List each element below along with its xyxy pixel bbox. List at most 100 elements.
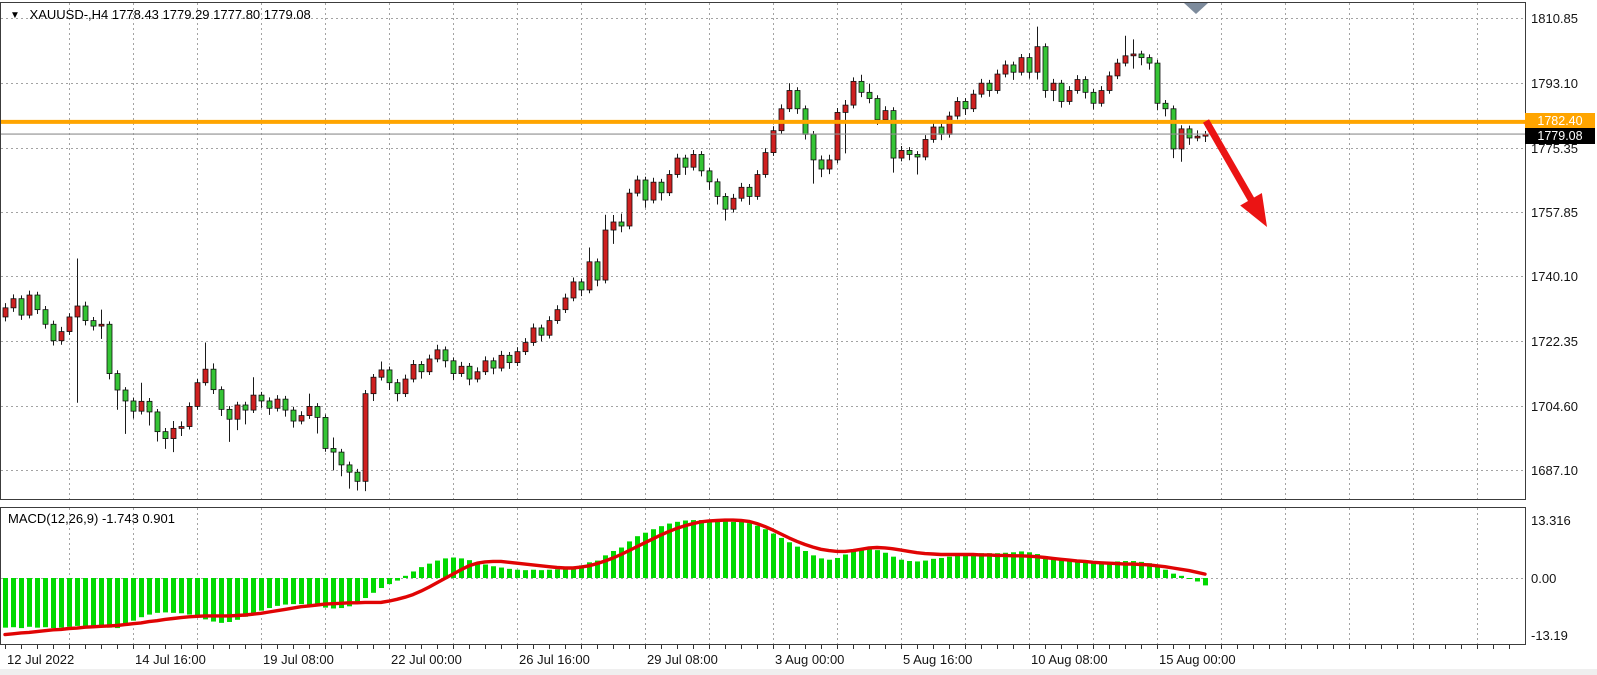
grid-layer <box>1 3 1525 644</box>
candle-body <box>354 471 361 482</box>
candle-body <box>1194 135 1201 139</box>
trend-arrow[interactable] <box>1202 119 1267 227</box>
candle-body <box>786 90 793 110</box>
macd-histogram-bar <box>315 578 320 607</box>
main-panel-border <box>0 2 1526 500</box>
macd-histogram-bar <box>987 553 992 578</box>
candle-body <box>666 174 673 194</box>
macd-histogram-bar <box>91 578 96 628</box>
macd-histogram-bar <box>595 560 600 578</box>
candle-body <box>290 409 297 422</box>
macd-histogram-bar <box>627 541 632 578</box>
macd-histogram-bar <box>963 554 968 578</box>
macd-histogram-bar <box>235 578 240 620</box>
macd-histogram-bar <box>499 567 504 578</box>
candle-body <box>842 104 849 113</box>
macd-histogram-bar <box>619 547 624 578</box>
candle-body <box>42 309 49 325</box>
macd-histogram-bar <box>523 570 528 578</box>
candle-body <box>1090 91 1097 104</box>
chart-shift-marker-icon[interactable] <box>1184 3 1208 14</box>
macd-axis-label: 0.00 <box>1531 571 1557 586</box>
macd-histogram-bar <box>179 578 184 614</box>
macd-histogram-bar <box>907 561 912 578</box>
price-axis-label: 1793.10 <box>1531 75 1578 91</box>
candle-body <box>826 159 833 170</box>
candle-body <box>394 382 401 395</box>
candle-body <box>282 398 289 411</box>
macd-histogram-bar <box>1187 578 1192 579</box>
candle-body <box>730 197 737 210</box>
candle-body <box>1162 102 1169 110</box>
macd-histogram-bar <box>451 557 456 578</box>
macd-histogram-bar <box>371 578 376 593</box>
trend-arrow-head[interactable] <box>1240 193 1267 227</box>
candle-body <box>50 323 57 342</box>
candle-body <box>962 101 969 110</box>
macd-histogram-bar <box>507 568 512 578</box>
candle-body <box>194 382 201 407</box>
symbol-period-label: XAUUSD-,H4 <box>29 7 109 22</box>
macd-histogram-bar <box>883 552 888 578</box>
macd-histogram-bar <box>875 550 880 578</box>
macd-histogram-bar <box>939 557 944 578</box>
macd-histogram-bar <box>827 559 832 578</box>
macd-histogram-bar <box>139 578 144 618</box>
macd-histogram-bar <box>411 571 416 578</box>
candle-body <box>506 354 513 364</box>
candle-body <box>210 368 217 391</box>
candle-body <box>202 368 209 384</box>
candle-body <box>474 371 481 380</box>
candle-body <box>1106 75 1113 91</box>
candle-body <box>690 154 697 168</box>
macd-main-value: -1.743 <box>101 511 139 526</box>
macd-histogram-bar <box>363 578 368 599</box>
candle-body <box>1042 46 1049 91</box>
price-axis-label: 1757.85 <box>1531 204 1578 220</box>
candle-body <box>242 404 249 411</box>
macd-histogram-bar <box>171 578 176 613</box>
macd-histogram-bar <box>227 578 232 622</box>
macd-histogram-bar <box>331 578 336 609</box>
candle-body <box>98 323 105 327</box>
candlestick-series <box>2 26 1209 492</box>
candle-body <box>442 349 449 362</box>
candle-body <box>346 464 353 473</box>
candle-body <box>522 342 529 353</box>
time-axis-ticks <box>5 645 1510 649</box>
candle-body <box>314 406 321 418</box>
macd-histogram-bar <box>731 521 736 578</box>
macd-histogram-bar <box>715 520 720 578</box>
macd-histogram-bar <box>811 555 816 578</box>
candle-body <box>434 349 441 360</box>
macd-histogram-bar <box>483 564 488 578</box>
candle-body <box>226 408 233 420</box>
candle-body <box>250 394 257 411</box>
macd-histogram-bar <box>11 578 16 628</box>
macd-histogram-bar <box>851 550 856 578</box>
ohlc-open: 1778.43 <box>111 7 159 22</box>
candle-body <box>994 73 1001 91</box>
time-axis-label: 12 Jul 2022 <box>7 652 75 667</box>
macd-histogram-bar <box>443 558 448 578</box>
macd-histogram-bar <box>387 578 392 585</box>
price-axis-label: 1704.60 <box>1531 399 1578 415</box>
candle-body <box>1002 64 1009 75</box>
time-axis-label: 14 Jul 16:00 <box>135 652 206 667</box>
macd-histogram-bar <box>707 520 712 578</box>
candle-body <box>234 404 241 420</box>
candle-body <box>450 360 457 374</box>
macd-histogram-bar <box>1131 561 1136 578</box>
trend-arrow-shaft[interactable] <box>1202 119 1258 207</box>
candle-body <box>178 426 185 429</box>
macd-histogram-bar <box>1203 578 1208 586</box>
candle-body <box>922 139 929 158</box>
candle-body <box>186 406 193 427</box>
macd-histogram-bar <box>67 578 72 627</box>
macd-panel-border <box>0 507 1526 645</box>
price-axis-label: 1740.10 <box>1531 269 1578 285</box>
candle-body <box>978 82 985 95</box>
collapse-chart-icon[interactable]: ▼ <box>10 10 20 21</box>
